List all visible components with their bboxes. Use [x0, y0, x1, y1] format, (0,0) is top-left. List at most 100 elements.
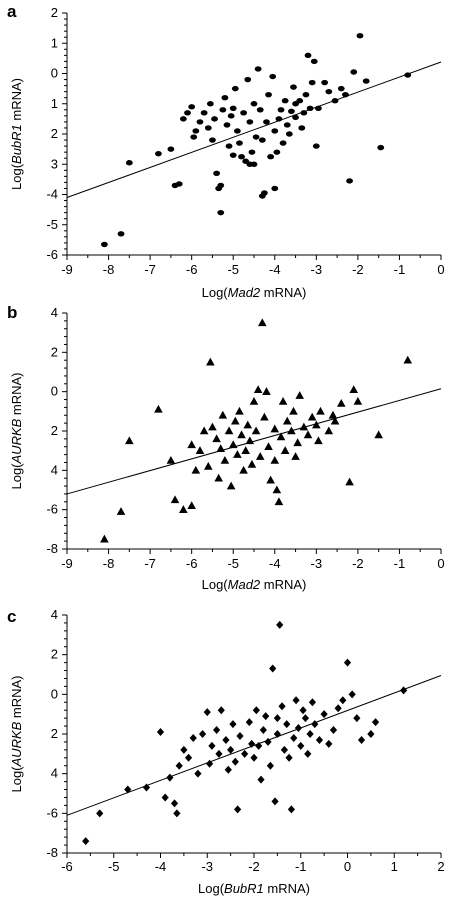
data-point — [170, 799, 179, 808]
data-point — [285, 131, 293, 137]
y-tick-label: 2 — [51, 423, 58, 438]
data-point — [264, 442, 273, 451]
x-tick-label: -1 — [394, 262, 406, 277]
x-tick-label: 1 — [391, 859, 398, 874]
data-point — [348, 690, 356, 699]
data-point — [249, 397, 259, 405]
data-point — [203, 461, 213, 470]
data-point — [233, 450, 242, 458]
x-tick-label: -3 — [311, 262, 323, 277]
data-point — [306, 730, 314, 738]
data-point — [217, 182, 225, 189]
data-point — [308, 79, 316, 86]
data-point — [292, 114, 299, 121]
data-point — [215, 749, 223, 758]
x-tick-label: -8 — [103, 556, 115, 571]
data-point — [200, 110, 208, 116]
y-tick-label: -8 — [46, 845, 58, 860]
panel-a-letter: a — [7, 2, 17, 21]
data-point — [336, 398, 346, 407]
data-point — [184, 753, 193, 762]
data-point — [125, 436, 134, 445]
data-point — [82, 837, 90, 846]
data-point — [307, 412, 317, 421]
data-point — [205, 759, 214, 768]
regression-line — [66, 388, 442, 495]
data-point — [218, 410, 228, 419]
y-tick-label: 2 — [51, 344, 58, 359]
panel-c-letter: c — [7, 607, 17, 626]
data-point — [208, 422, 217, 431]
y-tick-label: 0 — [51, 66, 58, 81]
x-tick-label: -4 — [269, 262, 281, 277]
data-point — [124, 785, 132, 794]
data-point — [191, 465, 201, 474]
x-tick-label: -6 — [186, 262, 198, 277]
data-point — [339, 696, 347, 705]
data-point — [213, 170, 221, 177]
y-tick-label: 3 — [51, 156, 58, 171]
data-point — [224, 426, 234, 435]
data-point — [274, 497, 284, 506]
data-point — [321, 79, 329, 86]
data-point — [155, 150, 162, 157]
panel-b: b -8 -6 4 2 0 2 4 -9 -8 -7 -6 -5 -4 -3 -2 -1 0 Log(Mad2 m… — [0, 300, 453, 600]
data-point — [273, 714, 281, 723]
data-point — [241, 749, 249, 758]
x-axis-label: Log(Mad2 mRNA) — [202, 285, 307, 300]
data-point — [331, 98, 339, 104]
data-point — [337, 85, 345, 92]
data-point — [262, 712, 270, 721]
data-point — [250, 101, 258, 107]
data-point — [374, 430, 383, 439]
data-point — [315, 735, 324, 744]
data-point — [297, 741, 305, 750]
data-point — [100, 534, 109, 543]
data-point — [189, 733, 197, 742]
data-point — [299, 706, 307, 715]
y-tick-label: -6 — [46, 805, 58, 820]
data-point — [228, 440, 238, 449]
data-point — [167, 146, 175, 152]
data-point — [246, 119, 254, 125]
data-point — [257, 775, 265, 784]
data-point — [212, 434, 221, 443]
data-point — [280, 745, 288, 754]
data-point — [173, 809, 181, 818]
data-point — [371, 718, 380, 727]
data-point — [217, 706, 225, 715]
y-tick-label: 0 — [51, 686, 58, 701]
data-point — [271, 185, 279, 192]
data-point — [250, 161, 258, 167]
data-point — [252, 706, 260, 715]
data-point — [142, 783, 151, 792]
data-point — [329, 726, 338, 735]
data-point — [216, 444, 226, 452]
data-point — [243, 420, 253, 429]
data-point — [325, 88, 333, 95]
data-point — [280, 446, 290, 454]
data-point — [187, 501, 196, 510]
data-point — [227, 745, 235, 754]
data-point — [270, 456, 280, 464]
data-point — [270, 424, 280, 433]
data-point — [239, 465, 248, 474]
data-point — [206, 357, 215, 366]
data-point — [180, 745, 188, 754]
data-point — [221, 95, 229, 101]
data-point — [283, 122, 291, 128]
y-tick-label: -6 — [46, 247, 58, 262]
data-point — [190, 134, 198, 140]
data-point — [343, 658, 352, 667]
data-point — [324, 426, 334, 435]
data-point — [199, 426, 209, 435]
x-axis-label: Log(Mad2 mRNA) — [202, 577, 307, 592]
data-point — [349, 385, 359, 393]
data-point — [283, 720, 291, 729]
data-point — [223, 122, 231, 128]
data-point — [235, 406, 244, 415]
data-point — [269, 73, 277, 80]
data-point — [264, 737, 272, 746]
data-point — [356, 32, 364, 39]
